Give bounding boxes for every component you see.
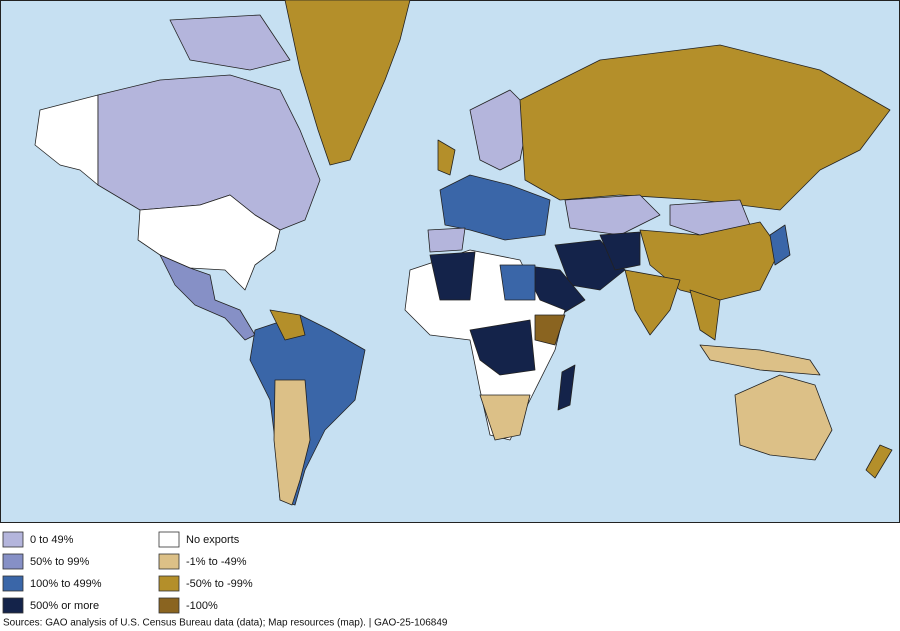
indonesia — [699, 344, 821, 376]
iberia — [427, 227, 466, 253]
arctic-islands — [169, 14, 291, 71]
legend-swatch — [2, 575, 24, 592]
afghanistan-pakistan — [599, 231, 641, 271]
legend-swatch — [2, 597, 24, 614]
central-africa — [469, 319, 536, 376]
legend-label: 100% to 499% — [30, 578, 102, 590]
legend-label: 50% to 99% — [30, 556, 90, 568]
legend-label: -50% to -99% — [186, 578, 253, 590]
australia — [734, 374, 833, 461]
legend-label: -1% to -49% — [186, 556, 247, 568]
kazakhstan — [564, 194, 661, 236]
algeria — [429, 251, 476, 301]
legend-swatch — [158, 597, 180, 614]
russia — [519, 44, 891, 211]
madagascar — [557, 364, 576, 411]
egypt — [499, 264, 536, 301]
legend-swatch — [158, 531, 180, 548]
japan — [769, 224, 791, 266]
world-map — [34, 0, 893, 506]
scandinavia — [469, 89, 531, 171]
greenland — [284, 0, 411, 166]
legend-swatch — [158, 575, 180, 592]
venezuela — [269, 309, 306, 341]
legend-label: No exports — [186, 534, 240, 546]
india — [624, 269, 681, 336]
central-europe — [439, 174, 551, 241]
legend-label: 0 to 49% — [30, 534, 74, 546]
legend-swatch — [158, 553, 180, 570]
uk — [437, 139, 456, 176]
southeast-asia — [689, 289, 721, 341]
new-zealand — [865, 444, 893, 479]
legend: 0 to 49% 50% to 99% 100% to 499% 500% or mo… — [2, 531, 253, 614]
argentina-chile — [273, 379, 311, 506]
legend-swatch — [2, 553, 24, 570]
legend-label: -100% — [186, 600, 218, 612]
source-note: Sources: GAO analysis of U.S. Census Bur… — [3, 618, 448, 629]
legend-label: 500% or more — [30, 600, 99, 612]
southern-africa — [479, 394, 531, 441]
ethiopia — [534, 314, 566, 346]
legend-swatch — [2, 531, 24, 548]
